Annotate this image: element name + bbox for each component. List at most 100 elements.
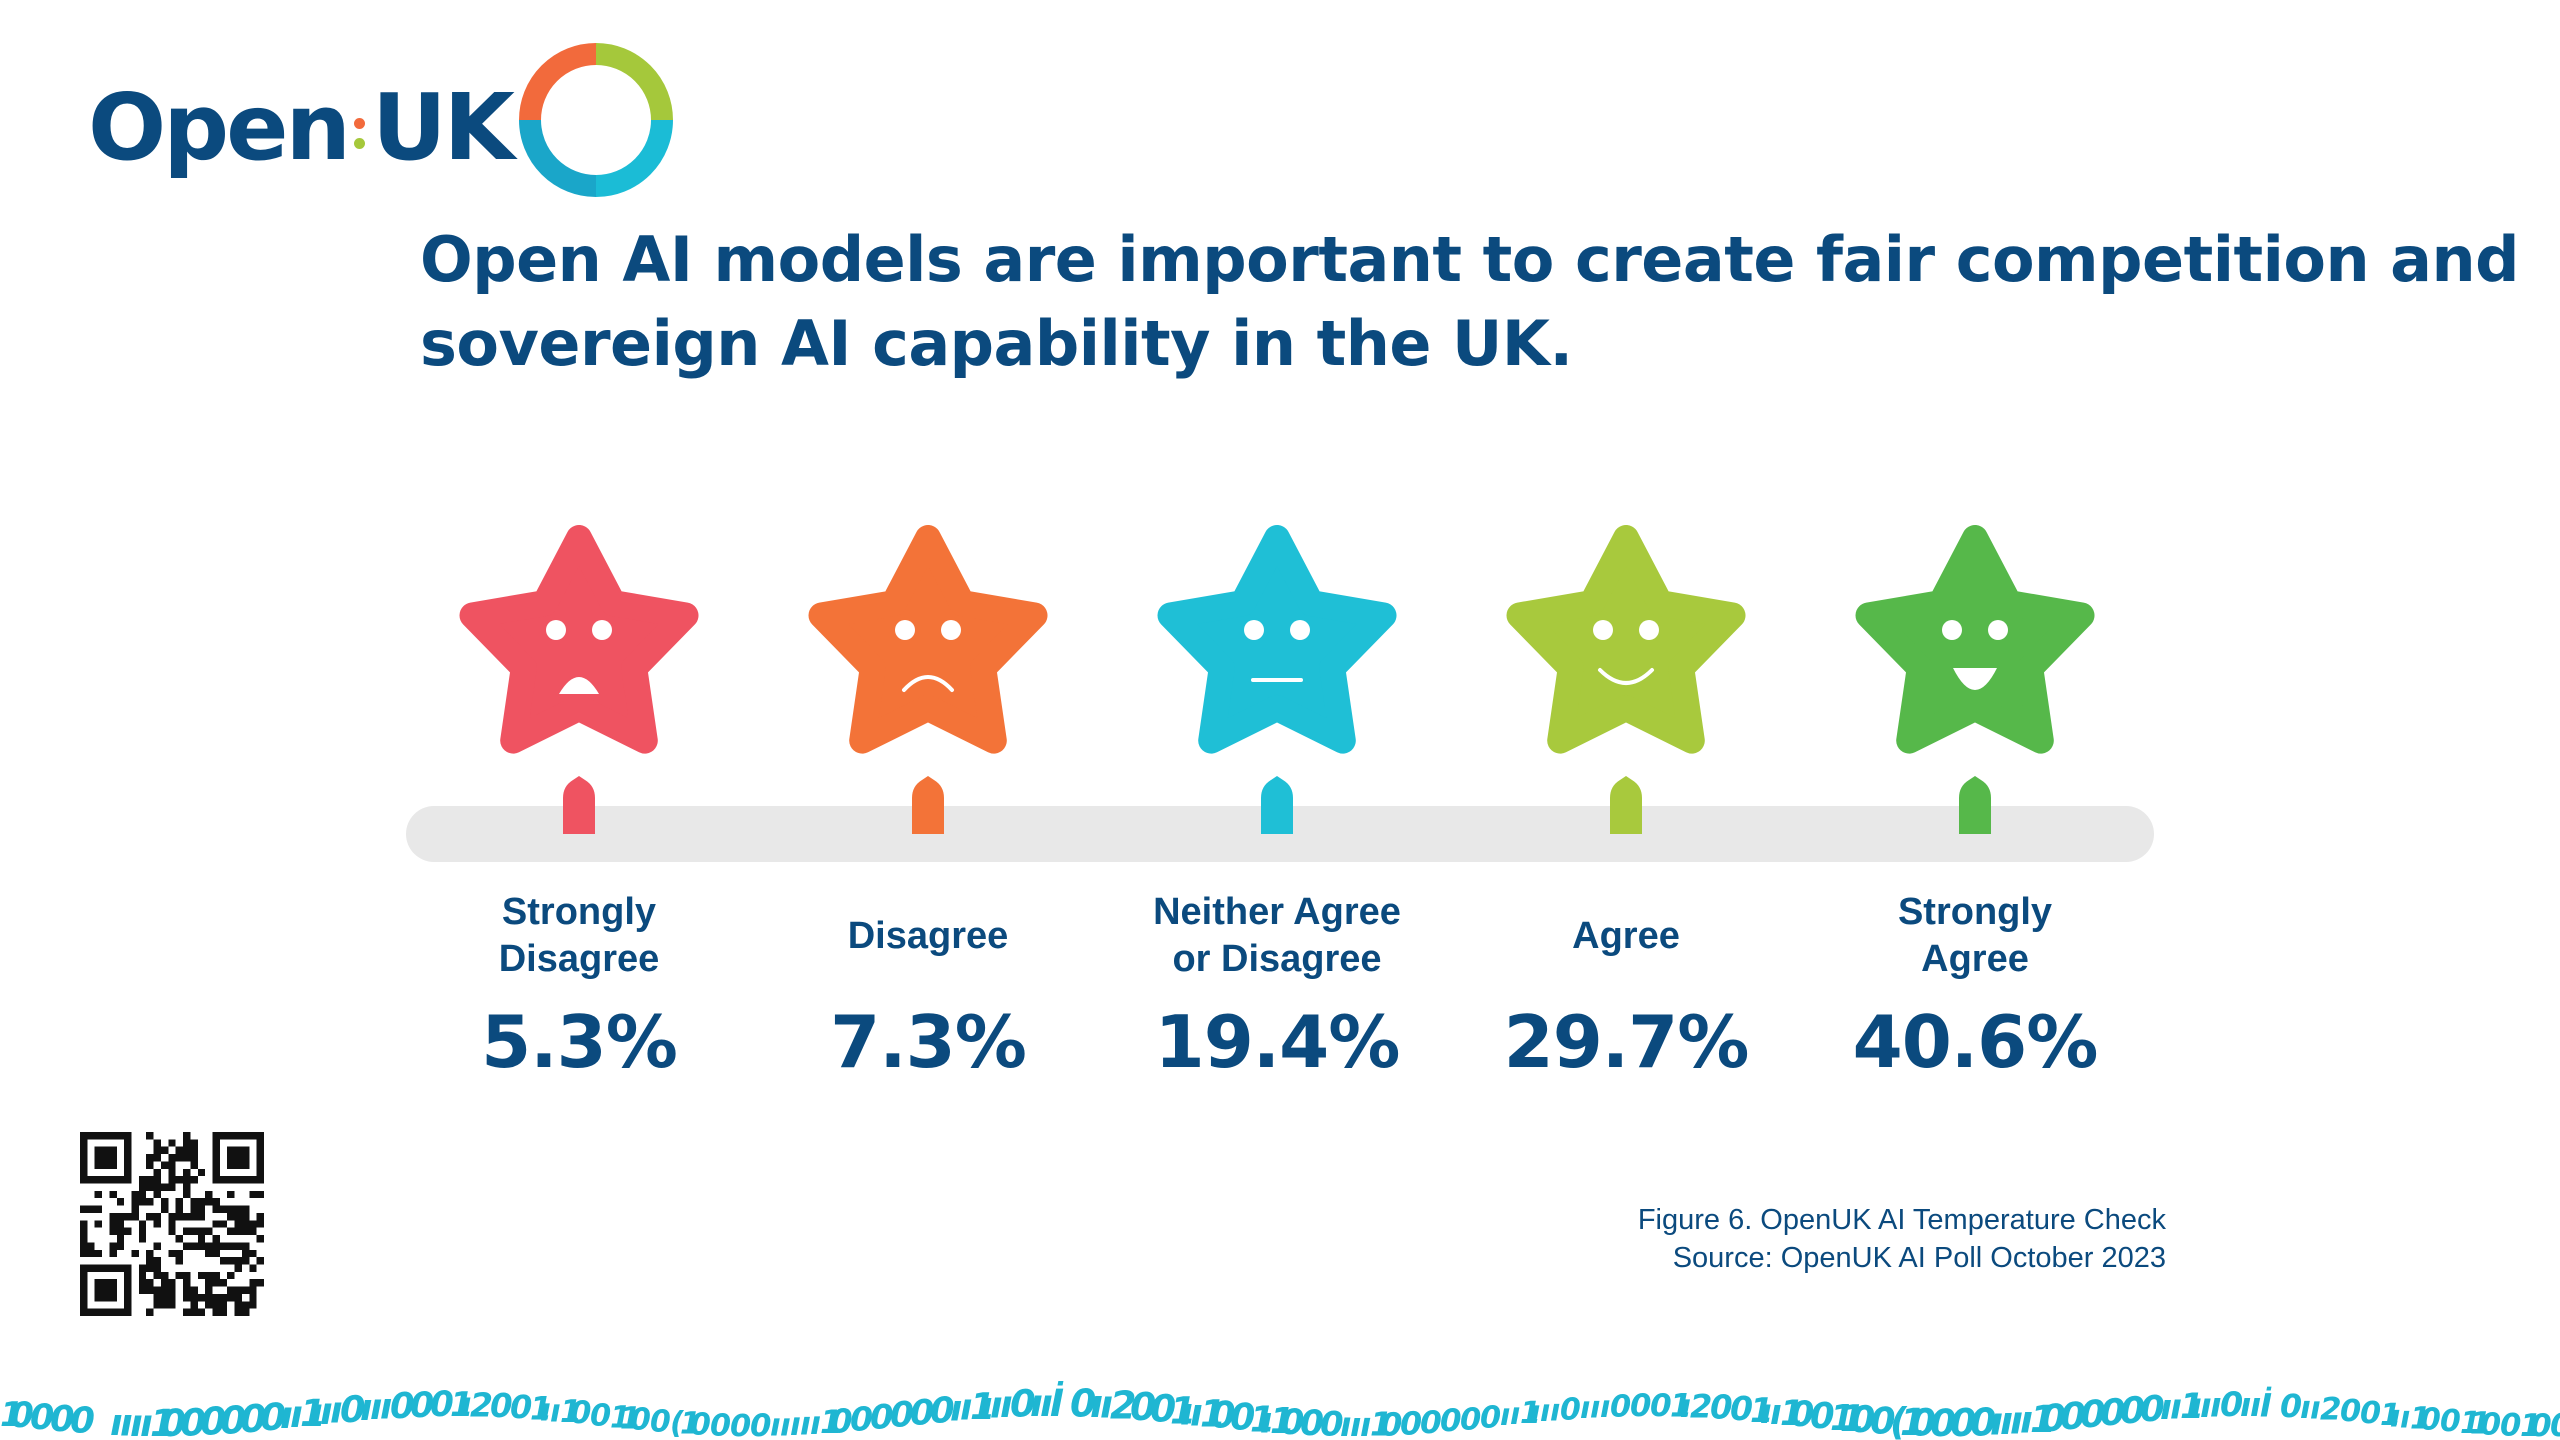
svg-text:0: 0	[2530, 1408, 2552, 1440]
svg-text:ı: ı	[370, 1387, 382, 1428]
data-label: 5.3%	[481, 1000, 678, 1084]
svg-text:ı: ı	[1510, 1397, 1520, 1432]
svg-text:1: 1	[1270, 1401, 1295, 1440]
svg-text:0: 0	[1300, 1404, 1324, 1440]
svg-text:0: 0	[200, 1400, 226, 1440]
svg-text:2: 2	[2320, 1392, 2342, 1428]
svg-text:1: 1	[2470, 1407, 2491, 1440]
svg-text:0: 0	[890, 1396, 914, 1436]
svg-text:1: 1	[1840, 1397, 1865, 1440]
category-label: Neither Agree or Disagree	[1153, 891, 1401, 980]
svg-text:ı: ı	[1600, 1390, 1610, 1425]
svg-text:0: 0	[710, 1408, 731, 1440]
eye	[1244, 620, 1264, 640]
svg-text:0: 0	[1440, 1403, 1462, 1439]
svg-text:ı: ı	[330, 1389, 343, 1432]
svg-text:ı: ı	[810, 1404, 821, 1440]
svg-text:0: 0	[1230, 1396, 1255, 1439]
svg-text:0: 0	[1070, 1381, 1096, 1425]
svg-text:ı: ı	[1000, 1383, 1013, 1426]
svg-text:1: 1	[1520, 1396, 1541, 1431]
title-line-1: Open AI models are important to create f…	[420, 223, 2520, 296]
svg-text:1: 1	[1780, 1394, 1804, 1434]
svg-text:ı: ı	[2400, 1400, 2410, 1435]
svg-text:0: 0	[1460, 1402, 1481, 1437]
star-icon	[808, 525, 1048, 754]
svg-text:0: 0	[390, 1386, 415, 1427]
title-line-2: sovereign AI capability in the UK.	[420, 307, 1573, 380]
scale-track	[406, 806, 2154, 862]
svg-text:0: 0	[340, 1388, 365, 1431]
svg-text:0: 0	[260, 1395, 286, 1439]
svg-text:0: 0	[220, 1398, 246, 1440]
svg-text:0: 0	[930, 1390, 955, 1431]
svg-text:0: 0	[240, 1397, 266, 1440]
category-item: Neither Agree or Disagree 19.4%	[1087, 888, 1467, 1082]
svg-text:0: 0	[1730, 1389, 1753, 1428]
svg-text:ı: ı	[1340, 1405, 1351, 1440]
svg-text:1: 1	[2410, 1401, 2431, 1436]
svg-text:0: 0	[180, 1401, 206, 1440]
eye	[1988, 620, 2008, 640]
svg-text:ı: ı	[1580, 1391, 1590, 1426]
svg-text:2: 2	[470, 1385, 493, 1424]
category-item: Strongly Agree 40.6%	[1785, 888, 2165, 1082]
svg-text:0: 0	[1400, 1405, 1422, 1440]
svg-text:0: 0	[590, 1398, 611, 1433]
star-icon	[459, 525, 699, 754]
svg-text:0: 0	[2100, 1391, 2125, 1434]
svg-text:ı: ı	[540, 1392, 551, 1428]
svg-text:ı: ı	[2190, 1386, 2202, 1426]
svg-text:ı: ı	[460, 1385, 471, 1424]
svg-text:ı: ı	[1530, 1395, 1540, 1430]
svg-text:0: 0	[1130, 1385, 1156, 1429]
category-label: Strongly Disagree	[498, 891, 660, 980]
svg-text:1: 1	[0, 1395, 24, 1435]
star-icon	[1157, 525, 1397, 754]
svg-text:ı: ı	[2210, 1385, 2222, 1424]
svg-text:1: 1	[620, 1401, 641, 1436]
svg-text:0: 0	[510, 1388, 532, 1426]
svg-text:ı: ı	[960, 1386, 972, 1429]
svg-text:1: 1	[2520, 1408, 2542, 1440]
qr-code[interactable]	[80, 1132, 264, 1316]
data-label: 7.3%	[830, 1000, 1027, 1084]
data-label: 19.4%	[1154, 1000, 1401, 1084]
svg-text:1: 1	[300, 1391, 326, 1435]
svg-text:0: 0	[1010, 1382, 1036, 1426]
eye	[1290, 620, 1310, 640]
svg-text:1: 1	[560, 1394, 582, 1430]
openuk-logo: Open UK	[88, 40, 678, 200]
eye	[895, 620, 915, 640]
logo-text-uk: UK	[371, 74, 515, 181]
svg-text:ı: ı	[790, 1407, 801, 1440]
category-item: Strongly Disagree 5.3%	[389, 888, 769, 1082]
svg-text:1: 1	[2460, 1406, 2481, 1440]
svg-text:0: 0	[2360, 1396, 2381, 1431]
svg-text:0: 0	[570, 1395, 591, 1431]
svg-text:ı: ı	[780, 1407, 791, 1440]
svg-text:ı: ı	[280, 1393, 293, 1437]
svg-text:1: 1	[1750, 1391, 1773, 1430]
data-label: 29.7%	[1503, 1000, 1750, 1084]
svg-text:0: 0	[490, 1387, 513, 1425]
svg-text:0: 0	[2060, 1394, 2086, 1438]
category-label: Disagree	[847, 914, 1009, 957]
eye	[1942, 620, 1962, 640]
svg-text:1: 1	[970, 1385, 995, 1428]
eye	[1639, 620, 1659, 640]
svg-text:0: 0	[1420, 1405, 1442, 1440]
svg-text:1: 1	[820, 1403, 842, 1440]
svg-text:0: 0	[730, 1409, 751, 1440]
logo-colon-dots	[352, 104, 366, 164]
svg-text:2: 2	[1690, 1387, 1712, 1425]
svg-text:0: 0	[1480, 1400, 1501, 1435]
svg-text:0: 0	[1810, 1396, 1835, 1437]
caption-source: Source: OpenUK AI Poll October 2023	[1672, 1242, 2166, 1274]
svg-text:0: 0	[160, 1401, 186, 1440]
svg-text:0: 0	[2440, 1404, 2461, 1439]
svg-text:0: 0	[2220, 1385, 2243, 1424]
svg-text:ı: ı	[2010, 1398, 2023, 1440]
svg-text:ı: ı	[130, 1401, 143, 1440]
